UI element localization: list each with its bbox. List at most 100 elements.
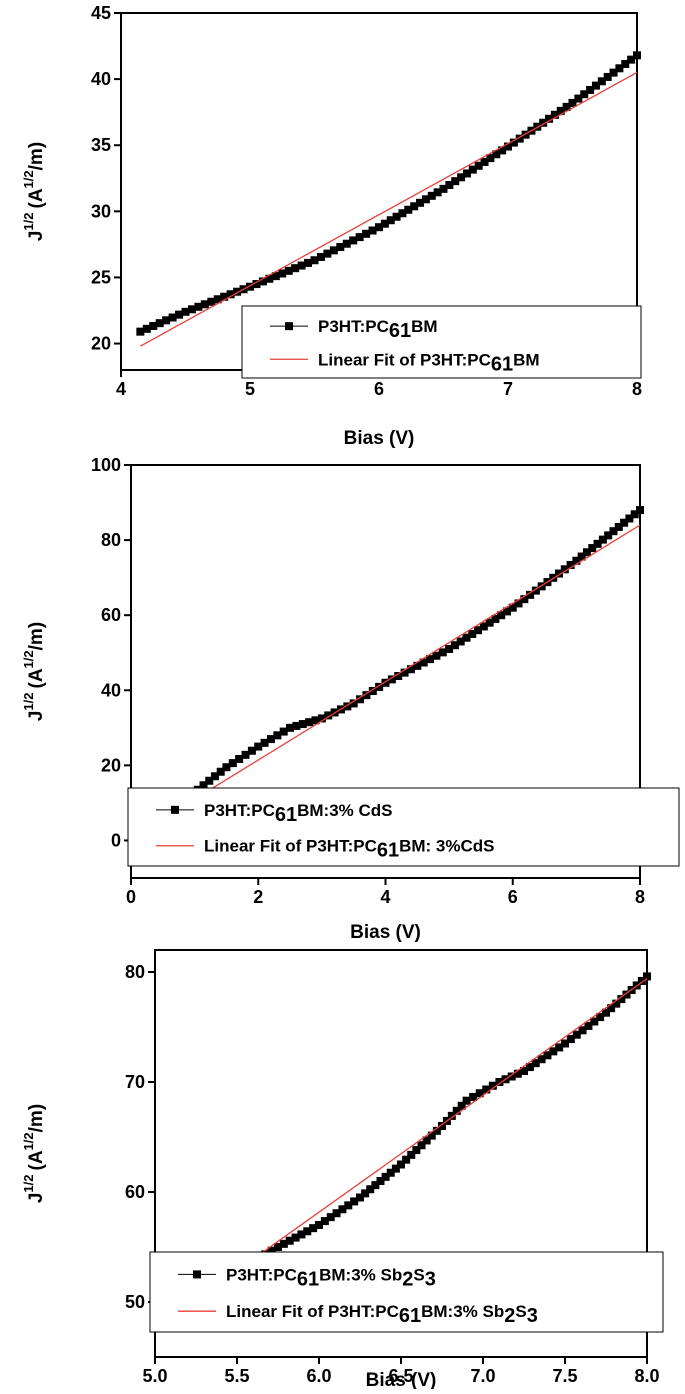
data-marker (509, 138, 518, 147)
data-marker (572, 556, 581, 565)
legend-label-part: 61 (377, 840, 399, 862)
data-marker (488, 1081, 497, 1090)
data-marker (397, 1160, 405, 1169)
data-marker (356, 695, 365, 704)
data-marker (342, 239, 351, 248)
data-marker (427, 191, 436, 200)
data-marker (344, 1201, 353, 1210)
data-marker (526, 590, 535, 599)
data-marker (479, 622, 488, 631)
data-marker (343, 702, 352, 711)
data-marker (310, 256, 319, 265)
x-axis-label: Bias (V) (350, 922, 421, 943)
data-marker (556, 106, 565, 115)
data-marker (254, 742, 263, 751)
data-marker (391, 1164, 400, 1173)
data-marker (350, 1197, 359, 1206)
legend-label-part: BM:3% CdS (297, 801, 392, 820)
data-marker (381, 678, 390, 687)
y-tick-label: 100 (91, 455, 121, 475)
data-marker (561, 1039, 569, 1048)
legend-label: Linear Fit of P3HT:PC61BM (318, 350, 540, 375)
legend-label: P3HT:PC61BM:3% CdS (204, 801, 393, 826)
data-marker (210, 772, 219, 781)
data-marker (602, 1008, 610, 1017)
y-tick-label: 0 (111, 830, 121, 850)
data-marker (381, 1172, 390, 1181)
y-axis-label-part: /m) (26, 1104, 47, 1133)
data-marker (531, 1059, 540, 1068)
data-marker (252, 280, 261, 289)
data-marker (504, 142, 512, 151)
data-marker (482, 1085, 491, 1094)
y-axis-label-part: /m) (26, 142, 47, 171)
data-marker (486, 154, 495, 163)
data-marker (412, 1146, 421, 1155)
data-marker (400, 668, 409, 677)
data-marker (617, 995, 626, 1004)
data-marker (627, 55, 636, 64)
legend-box (149, 1251, 664, 1333)
data-marker (633, 51, 641, 60)
data-marker (615, 64, 624, 73)
data-marker (233, 287, 242, 296)
data-marker (450, 641, 459, 650)
y-axis-label-part: /m) (26, 622, 47, 651)
data-marker (402, 1155, 411, 1164)
y-axis-label-part: J (26, 1193, 47, 1204)
data-marker (315, 1221, 323, 1229)
data-marker (323, 249, 332, 258)
y-axis-label-part: 1/2 (21, 1174, 36, 1192)
fit-line (220, 978, 648, 1283)
data-marker (515, 134, 524, 143)
y-tick-label: 80 (125, 962, 145, 982)
data-marker (309, 1224, 318, 1233)
data-marker (387, 675, 396, 684)
data-marker (361, 1189, 370, 1198)
legend-label: Linear Fit of P3HT:PC61BM: 3%CdS (204, 837, 495, 862)
data-marker (432, 651, 441, 660)
x-tick-label: 0 (126, 887, 136, 907)
data-marker (392, 212, 401, 221)
data-marker (531, 586, 540, 595)
legend-label-part: Linear Fit of P3HT:PC (204, 837, 377, 856)
data-marker (380, 219, 389, 228)
data-marker (181, 307, 190, 316)
legend-label-part: 3 (425, 1268, 436, 1290)
legend-box (127, 787, 680, 867)
data-marker (614, 522, 623, 531)
data-marker (625, 514, 634, 523)
data-marker (580, 90, 589, 99)
data-marker (199, 781, 208, 790)
data-marker (142, 324, 151, 333)
data-marker (574, 94, 583, 103)
data-marker (568, 98, 577, 107)
data-marker (462, 633, 471, 642)
fit-line (140, 71, 638, 347)
data-marker (200, 300, 209, 309)
x-tick-label: 4 (380, 887, 390, 907)
data-marker (329, 246, 338, 255)
legend-label-part: P3HT:PC (226, 1265, 297, 1284)
data-marker (545, 114, 554, 123)
data-marker (502, 607, 511, 616)
y-tick-label: 45 (91, 3, 111, 23)
data-marker (410, 202, 419, 211)
data-marker (597, 77, 606, 86)
data-marker (636, 506, 644, 515)
data-marker (620, 518, 629, 527)
data-marker (267, 1246, 276, 1255)
data-marker (207, 297, 216, 306)
data-marker (235, 754, 244, 763)
data-marker (480, 157, 489, 166)
legend-label: Linear Fit of P3HT:PC61BM:3% Sb2S3 (226, 1302, 538, 1327)
data-marker (291, 1233, 300, 1242)
x-tick-label: 7.0 (470, 1366, 495, 1386)
data-marker (265, 274, 274, 283)
legend-label-part: 61 (275, 804, 297, 826)
x-tick-label: 7.5 (552, 1366, 577, 1386)
data-marker (168, 313, 177, 322)
